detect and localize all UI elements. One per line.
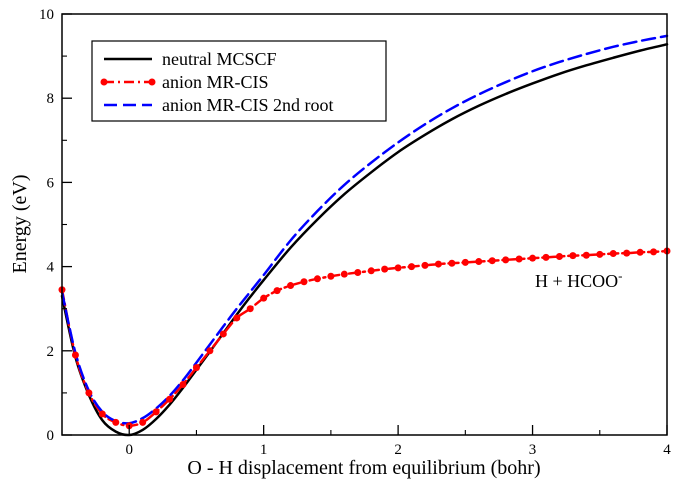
data-point-anion-mr-cis: [408, 263, 416, 271]
data-point-anion-mr-cis: [273, 287, 281, 295]
y-tick-label: 0: [47, 428, 55, 444]
data-point-anion-mr-cis: [179, 380, 187, 388]
data-point-anion-mr-cis: [448, 259, 456, 267]
data-point-anion-mr-cis: [354, 268, 362, 276]
data-point-anion-mr-cis: [582, 251, 590, 259]
data-point-anion-mr-cis: [623, 249, 631, 257]
x-tick-label: 2: [394, 442, 402, 458]
data-point-anion-mr-cis: [367, 267, 375, 275]
legend-box: [91, 40, 387, 122]
x-tick-label: 1: [260, 442, 268, 458]
axis-tick-labels: 0 1 2 3 4 0 2 4 6 8 10: [39, 7, 671, 458]
data-point-anion-mr-cis: [71, 351, 79, 359]
data-point-anion-mr-cis: [112, 418, 120, 426]
data-point-anion-mr-cis: [233, 314, 241, 322]
data-point-anion-mr-cis: [287, 282, 295, 290]
legend: neutral MCSCF anion MR-CIS anion MR-CIS …: [91, 40, 387, 122]
series-line-anion-mr-cis: [60, 249, 669, 427]
data-point-anion-mr-cis: [300, 278, 308, 286]
x-tick-label: 3: [529, 442, 537, 458]
data-point-anion-mr-cis: [609, 250, 617, 258]
data-point-anion-mr-cis: [636, 248, 644, 256]
data-point-anion-mr-cis: [219, 330, 227, 338]
legend-marker-anion-mr-cis: [148, 78, 156, 86]
data-point-anion-mr-cis: [340, 270, 348, 278]
legend-label-anion-mr-cis: anion MR-CIS: [162, 72, 269, 92]
y-tick-label: 2: [47, 344, 55, 360]
x-tick-label: 4: [663, 442, 671, 458]
data-point-anion-mr-cis: [98, 410, 106, 418]
data-point-anion-mr-cis: [461, 258, 469, 266]
annotation-main-text: H + HCOO: [535, 271, 618, 291]
data-point-anion-mr-cis: [502, 256, 510, 264]
data-point-anion-mr-cis: [381, 265, 389, 273]
data-point-anion-mr-cis: [206, 347, 214, 355]
y-tick-label: 10: [39, 7, 54, 23]
data-point-anion-mr-cis: [650, 248, 658, 256]
data-point-anion-mr-cis: [260, 294, 268, 302]
x-tick-label: 0: [125, 442, 133, 458]
data-point-anion-mr-cis: [515, 255, 523, 263]
dissociation-annotation: H + HCOO-: [535, 268, 623, 291]
data-point-anion-mr-cis: [596, 250, 604, 258]
y-tick-label: 6: [47, 175, 55, 191]
data-point-anion-mr-cis: [529, 254, 537, 262]
data-point-anion-mr-cis: [152, 408, 160, 416]
data-point-anion-mr-cis: [139, 418, 147, 426]
data-point-anion-mr-cis: [85, 389, 93, 397]
annotation-superscript: -: [618, 268, 622, 283]
data-point-anion-mr-cis: [542, 253, 550, 261]
x-axis-label: O - H displacement from equilibrium (boh…: [187, 457, 540, 479]
data-point-anion-mr-cis: [313, 275, 321, 283]
y-axis-label: Energy (eV): [9, 174, 31, 273]
legend-marker-anion-mr-cis: [100, 78, 108, 86]
data-point-anion-mr-cis: [327, 272, 335, 280]
data-point-anion-mr-cis: [569, 252, 577, 260]
legend-label-neutral-mcscf: neutral MCSCF: [162, 49, 277, 69]
data-point-anion-mr-cis: [555, 253, 563, 260]
data-point-anion-mr-cis: [192, 364, 200, 372]
legend-label-anion-2nd-root: anion MR-CIS 2nd root: [162, 95, 334, 115]
axis-ticks: [61, 13, 668, 436]
data-point-anion-mr-cis: [475, 258, 483, 266]
y-tick-label: 8: [47, 91, 55, 107]
data-point-anion-mr-cis: [166, 395, 174, 403]
data-point-anion-mr-cis: [246, 305, 254, 313]
data-point-anion-mr-cis: [488, 257, 496, 265]
data-point-anion-mr-cis: [421, 261, 429, 269]
data-point-anion-mr-cis: [434, 260, 442, 268]
data-point-anion-mr-cis: [394, 264, 402, 272]
y-tick-label: 4: [47, 260, 55, 276]
